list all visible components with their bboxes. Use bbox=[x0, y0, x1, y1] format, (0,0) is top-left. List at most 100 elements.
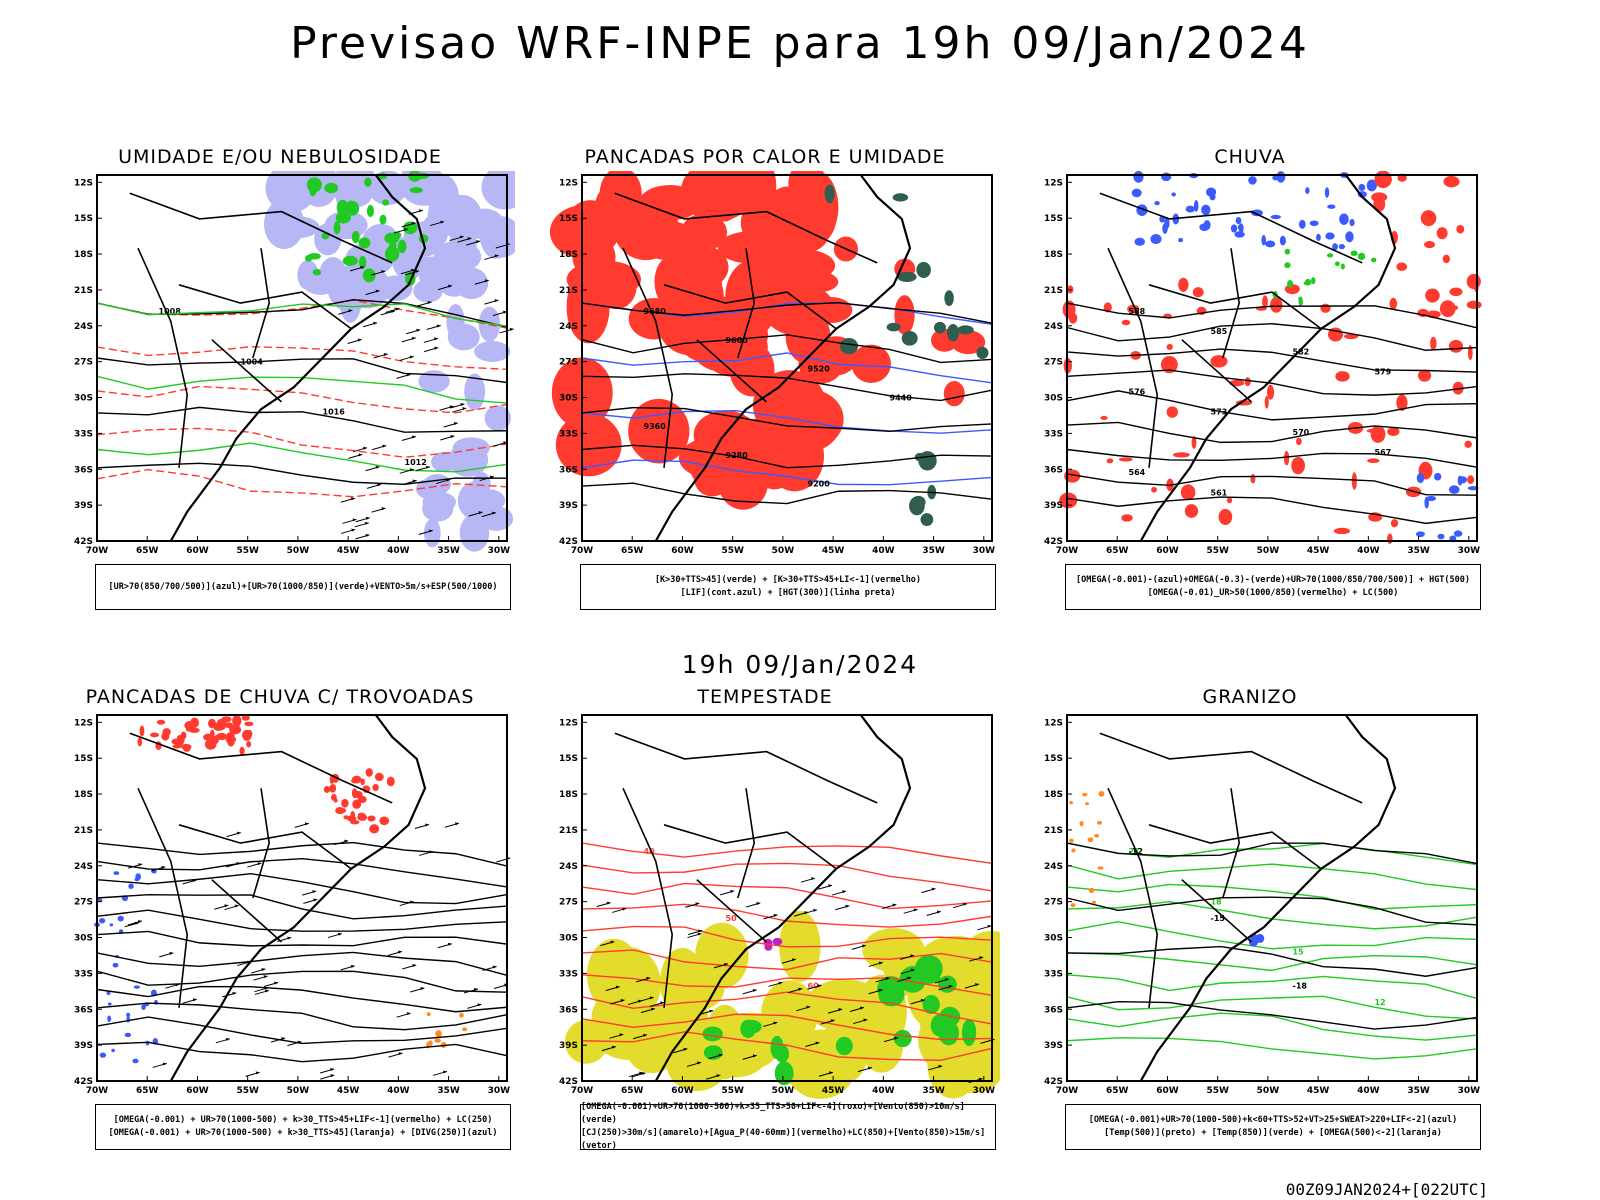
field-patch bbox=[323, 786, 331, 794]
field-patch bbox=[1449, 287, 1463, 297]
wind-arrowhead bbox=[697, 932, 702, 936]
lat-tick-label: 36S bbox=[74, 465, 93, 475]
contour-line bbox=[581, 444, 993, 469]
contour-line bbox=[581, 459, 993, 486]
field-patch bbox=[824, 184, 835, 204]
field-patch bbox=[1237, 224, 1244, 231]
lon-tick-label: 60W bbox=[186, 546, 209, 556]
field-patch bbox=[1310, 277, 1316, 285]
wind-arrowhead bbox=[867, 1066, 872, 1070]
wind-arrowhead bbox=[232, 991, 237, 995]
wind-arrowhead bbox=[620, 999, 625, 1003]
panel-tempestade: TEMPESTADE 40 50 60 12S 15S 18S 21S 24S 27S 30S 33… bbox=[530, 686, 1000, 1156]
lon-tick-label: 50W bbox=[287, 546, 310, 556]
lat-tick-label: 15S bbox=[74, 214, 93, 224]
contour-label: 582 bbox=[1293, 347, 1310, 356]
map-frame bbox=[581, 174, 993, 542]
field-patch bbox=[461, 1027, 468, 1032]
contour-line bbox=[96, 930, 508, 947]
field-patch bbox=[351, 775, 362, 784]
field-patch bbox=[717, 230, 788, 264]
field-patch bbox=[1070, 903, 1076, 908]
field-patch bbox=[434, 1038, 441, 1043]
contour-label: 1008 bbox=[159, 307, 182, 316]
field-patch bbox=[1087, 837, 1094, 843]
field-patch bbox=[901, 330, 918, 346]
wind-arrowhead bbox=[449, 405, 454, 409]
wind-arrowhead bbox=[730, 889, 735, 893]
field-patch bbox=[341, 207, 351, 219]
field-patch bbox=[241, 729, 252, 741]
country-border bbox=[137, 247, 189, 468]
field-patch bbox=[654, 255, 689, 308]
contour-line bbox=[581, 862, 993, 892]
field-patch bbox=[1096, 820, 1102, 825]
wind-arrowhead bbox=[412, 964, 417, 968]
country-border bbox=[129, 192, 393, 264]
country-border bbox=[129, 732, 393, 804]
contour-line bbox=[1066, 863, 1478, 891]
country-border bbox=[252, 248, 271, 359]
field-patch bbox=[364, 177, 372, 187]
contour-line bbox=[581, 302, 993, 324]
lat-tick-label: 27S bbox=[559, 358, 578, 368]
wind-arrowhead bbox=[828, 1071, 833, 1075]
contour-line bbox=[1066, 842, 1478, 865]
wind-arrowhead bbox=[649, 996, 654, 1000]
field-patch bbox=[1106, 458, 1114, 464]
field-patch bbox=[1466, 273, 1481, 290]
field-patch bbox=[1244, 377, 1251, 387]
wind-arrowhead bbox=[134, 921, 139, 925]
contour-label: -15 bbox=[1211, 914, 1226, 923]
lat-tick-label: 12S bbox=[74, 718, 93, 728]
contour-label: 570 bbox=[1293, 428, 1310, 437]
field-patch bbox=[957, 325, 974, 335]
wind-arrowhead bbox=[489, 475, 494, 479]
wind-arrowhead bbox=[357, 338, 362, 342]
lat-tick-label: 36S bbox=[74, 1005, 93, 1015]
wind-arrowhead bbox=[381, 507, 386, 511]
panel-chuva: CHUVA 588 585 582 579 576 573 570 567 564 561 12S 1… bbox=[1015, 146, 1485, 616]
field-patch bbox=[107, 1002, 112, 1006]
field-patch bbox=[1339, 213, 1349, 225]
wind-arrowhead bbox=[695, 902, 700, 906]
contour-label: 40 bbox=[644, 847, 656, 856]
wind-arrowhead bbox=[615, 985, 620, 989]
wind-arrowhead bbox=[373, 321, 378, 325]
lat-tick-label: 33S bbox=[1044, 429, 1063, 439]
field-patch bbox=[1184, 504, 1199, 518]
field-patch bbox=[1327, 204, 1336, 209]
coastline bbox=[654, 714, 912, 1082]
field-patch bbox=[1251, 209, 1263, 217]
legend-line: [UR>70(850/700/500)](azul)+[UR>70(1000/8… bbox=[108, 581, 498, 592]
field-patch bbox=[386, 776, 395, 787]
field-patch bbox=[1203, 220, 1211, 230]
contour-line bbox=[1066, 473, 1478, 496]
lon-tick-label: 60W bbox=[671, 546, 694, 556]
country-border bbox=[614, 732, 878, 804]
field-patch bbox=[916, 261, 931, 278]
field-patch bbox=[329, 774, 335, 784]
wind-arrowhead bbox=[752, 988, 757, 992]
wind-arrowhead bbox=[224, 904, 229, 908]
lon-tick-label: 35W bbox=[1407, 1086, 1430, 1096]
wind-arrowhead bbox=[409, 900, 414, 904]
panel-title: PANCADAS DE CHUVA C/ TROVOADAS bbox=[85, 686, 475, 708]
field-patch bbox=[736, 171, 777, 221]
field-patch bbox=[454, 267, 489, 300]
field-patch bbox=[1160, 355, 1178, 374]
contour-line bbox=[96, 872, 508, 905]
wind-arrowhead bbox=[287, 936, 292, 940]
field-patch bbox=[1396, 262, 1408, 271]
field-patch bbox=[1305, 187, 1310, 194]
wind-arrowhead bbox=[963, 902, 968, 906]
wind-arrowhead bbox=[492, 965, 497, 969]
field-patch bbox=[1249, 936, 1258, 947]
country-border bbox=[1222, 248, 1241, 359]
field-patch bbox=[802, 348, 825, 373]
contour-line bbox=[581, 974, 993, 996]
wind-arrowhead bbox=[348, 309, 353, 313]
lon-tick-label: 60W bbox=[186, 1086, 209, 1096]
wind-arrowhead bbox=[416, 328, 421, 332]
wind-arrowhead bbox=[830, 1019, 835, 1023]
